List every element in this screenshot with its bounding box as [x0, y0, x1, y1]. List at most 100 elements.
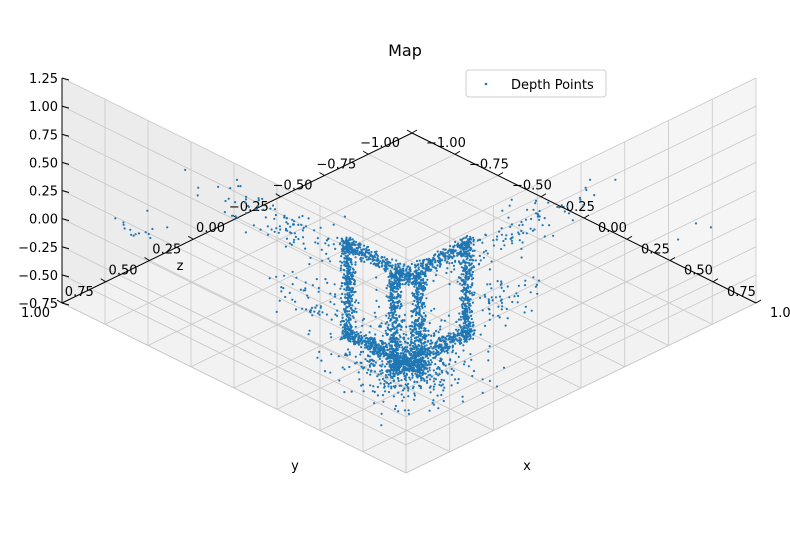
data-point [363, 335, 366, 338]
data-point [278, 225, 281, 228]
z-tick [61, 190, 70, 193]
data-point [129, 228, 132, 231]
data-point [340, 285, 343, 288]
data-point [393, 386, 396, 389]
chart-title: Map [388, 41, 422, 60]
data-point [464, 280, 467, 283]
data-point [436, 264, 439, 267]
x-tick [540, 193, 547, 198]
data-point [348, 351, 351, 354]
data-point [410, 372, 414, 375]
data-point [424, 314, 427, 317]
data-point [368, 355, 371, 358]
data-point [469, 335, 472, 338]
data-point [416, 380, 419, 383]
data-point [441, 253, 444, 256]
data-point [420, 354, 423, 357]
x-tick [583, 214, 590, 219]
data-point [425, 266, 428, 269]
data-point [420, 379, 423, 382]
data-point [422, 329, 425, 332]
data-point [443, 319, 446, 322]
z-tick-label: 1.00 [29, 100, 58, 115]
data-point [388, 353, 391, 356]
data-point [402, 347, 405, 350]
data-point [321, 259, 324, 262]
data-point [247, 204, 250, 208]
data-point [402, 396, 405, 399]
data-point [386, 267, 389, 270]
data-point [373, 390, 376, 393]
data-point [423, 345, 426, 348]
data-point [536, 215, 540, 218]
data-point [385, 314, 388, 317]
data-point [461, 296, 464, 299]
data-point [386, 357, 389, 360]
data-point [384, 390, 387, 393]
y-tick-label: −1.00 [360, 136, 400, 151]
data-point [359, 331, 362, 334]
data-point [391, 276, 394, 279]
data-point [479, 296, 482, 299]
data-point [365, 344, 368, 347]
data-point [425, 376, 428, 379]
data-point [360, 384, 363, 387]
data-point [406, 361, 409, 365]
data-point [284, 227, 287, 230]
data-point [431, 347, 434, 350]
data-point [472, 266, 476, 269]
z-tick [61, 302, 70, 306]
data-point [435, 341, 438, 344]
data-point [347, 289, 350, 292]
data-point [411, 374, 414, 377]
data-point [290, 243, 293, 246]
data-point [465, 310, 468, 313]
data-point [448, 256, 451, 260]
data-point [420, 320, 423, 323]
data-point [439, 380, 442, 384]
data-point [401, 283, 404, 286]
data-point [372, 385, 375, 388]
data-point [369, 262, 372, 265]
data-point [361, 340, 364, 343]
data-point [309, 256, 312, 259]
data-point [457, 378, 460, 381]
data-point [563, 210, 566, 213]
data-point [345, 314, 348, 317]
data-point [470, 292, 473, 295]
data-point [534, 285, 538, 288]
data-point [368, 331, 371, 334]
data-point [376, 375, 379, 378]
data-point [432, 353, 435, 356]
data-point [355, 331, 358, 334]
data-point [261, 197, 264, 200]
data-point [435, 372, 438, 376]
y-tick [144, 257, 150, 261]
data-point [511, 300, 514, 304]
data-point [472, 324, 475, 327]
data-point [499, 299, 502, 302]
data-point [389, 381, 392, 385]
data-point [394, 263, 397, 266]
data-point [432, 332, 436, 335]
data-point [352, 248, 355, 251]
data-point [348, 291, 351, 294]
data-point [285, 221, 288, 224]
data-point [418, 259, 421, 262]
data-point [529, 291, 532, 294]
data-point [357, 243, 360, 246]
data-point [406, 278, 409, 281]
data-point [418, 358, 421, 361]
data-point [445, 261, 448, 264]
data-point [429, 342, 432, 345]
data-point [508, 204, 511, 207]
data-point [397, 366, 400, 369]
data-point [348, 310, 351, 313]
data-point [302, 242, 305, 245]
data-point [196, 194, 199, 197]
data-point [552, 234, 555, 237]
data-point [452, 245, 455, 248]
data-point [441, 251, 444, 254]
data-point [535, 283, 539, 286]
data-point [375, 276, 378, 279]
